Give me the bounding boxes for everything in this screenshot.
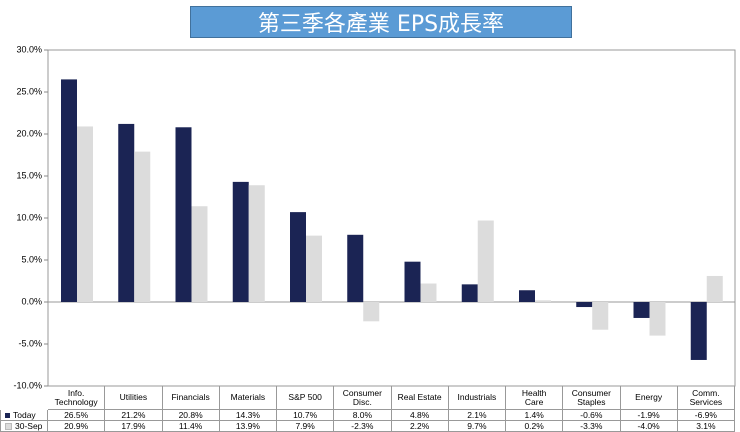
value-label: -6.9%	[677, 410, 735, 421]
value-label: 20.9%	[48, 421, 106, 432]
value-label: 8.0%	[334, 410, 392, 421]
bar	[191, 206, 208, 302]
bar	[134, 151, 151, 302]
y-tick-label: 15.0%	[16, 170, 42, 180]
y-tick-label: -10.0%	[13, 380, 42, 390]
bar	[363, 302, 380, 322]
x-tick-label: S&P 500	[277, 386, 335, 410]
bar	[232, 181, 249, 302]
x-tick-label: Info. Technology	[48, 386, 106, 410]
value-label: 21.2%	[105, 410, 163, 421]
x-tick-label: Financials	[162, 386, 220, 410]
bar	[592, 302, 609, 330]
bar	[306, 235, 322, 302]
bar	[633, 302, 650, 318]
bar	[404, 261, 421, 302]
bar	[248, 185, 265, 302]
value-label: 1.4%	[506, 410, 564, 421]
y-tick-label: 5.0%	[21, 254, 42, 264]
bar	[649, 302, 666, 336]
legend-label: Today	[13, 409, 36, 420]
x-tick-label: Real Estate	[391, 386, 449, 410]
legend-label: 30-Sep	[15, 420, 43, 431]
bar	[118, 123, 135, 302]
value-label: 14.3%	[219, 410, 277, 421]
bar	[290, 212, 306, 302]
value-label: 2.1%	[448, 410, 506, 421]
x-tick-label: Health Care	[506, 386, 564, 410]
value-label: -2.3%	[334, 421, 392, 432]
bar	[519, 290, 535, 302]
legend-swatch	[5, 422, 12, 430]
value-label: 17.9%	[105, 421, 163, 432]
bar	[690, 302, 707, 360]
bar	[576, 302, 593, 308]
chart-title: 第三季各產業 EPS成長率	[190, 6, 572, 38]
x-tick-label: Consumer Staples	[563, 386, 621, 410]
x-tick-label: Consumer Disc.	[334, 386, 392, 410]
y-tick-label: 30.0%	[16, 44, 42, 54]
y-tick-label: -5.0%	[18, 338, 42, 348]
y-tick-label: 25.0%	[16, 86, 42, 96]
bar	[347, 234, 364, 302]
bar	[477, 220, 494, 302]
bar	[77, 126, 93, 302]
value-label: 0.2%	[506, 421, 564, 432]
value-label: 9.7%	[448, 421, 506, 432]
value-label: 3.1%	[677, 421, 735, 432]
value-label: -3.3%	[563, 421, 621, 432]
bar	[420, 283, 437, 302]
value-label: 10.7%	[277, 410, 335, 421]
bar	[175, 127, 192, 302]
value-label: -0.6%	[563, 410, 621, 421]
legend-item: Today	[0, 410, 48, 421]
y-tick-label: 20.0%	[16, 128, 42, 138]
value-label: 11.4%	[162, 421, 220, 432]
value-label: 7.9%	[277, 421, 335, 432]
y-tick-label: 0.0%	[21, 296, 42, 306]
legend-swatch	[5, 412, 10, 418]
x-tick-label: Energy	[620, 386, 678, 410]
bar	[61, 79, 77, 303]
value-label: 26.5%	[48, 410, 106, 421]
value-label: -1.9%	[620, 410, 678, 421]
value-label: 13.9%	[219, 421, 277, 432]
x-tick-label: Utilities	[105, 386, 163, 410]
legend-item: 30-Sep	[0, 421, 48, 432]
plot-frame	[47, 49, 736, 387]
value-label: 2.2%	[391, 421, 449, 432]
value-label: -4.0%	[620, 421, 678, 432]
y-tick-label: 10.0%	[16, 212, 42, 222]
value-label: 4.8%	[391, 410, 449, 421]
x-tick-label: Materials	[219, 386, 277, 410]
bar	[461, 284, 478, 302]
value-label: 20.8%	[162, 410, 220, 421]
bar	[535, 300, 551, 302]
x-tick-label: Industrials	[448, 386, 506, 410]
x-tick-label: Comm. Services	[677, 386, 735, 410]
bar	[706, 275, 723, 302]
